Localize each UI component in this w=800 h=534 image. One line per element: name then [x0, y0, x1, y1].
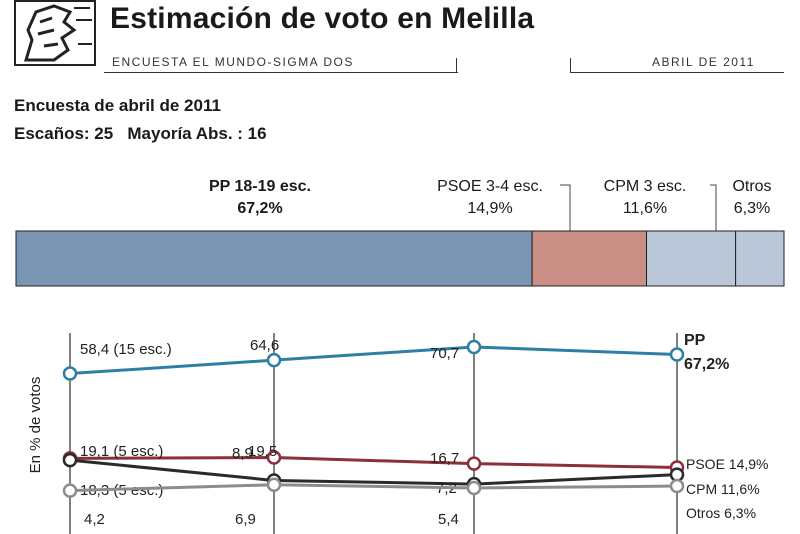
- bar-label-cpm-pct: 11,6%: [622, 200, 668, 217]
- bar-label-otros-seats: Otros: [732, 178, 772, 195]
- bar-label-otros-pct: 6,3%: [733, 200, 771, 217]
- data-label-otros: 5,4: [438, 511, 459, 528]
- data-point-otros: [466, 480, 482, 496]
- end-label-cpm: CPM 11,6%: [686, 481, 760, 497]
- bar-label-otros: Otros 6,3%: [722, 176, 782, 220]
- y-axis-label: En % de votos: [27, 377, 44, 474]
- series-line-pp: [69, 345, 678, 376]
- bar-segment-pp: [15, 230, 533, 287]
- bar-label-cpm: CPM 3 esc. 11,6%: [585, 176, 705, 220]
- bar-segment-psoe: [531, 230, 648, 287]
- data-label-otros: 6,9: [235, 511, 256, 528]
- psoe-leader: [560, 184, 571, 231]
- bar-label-pp-pct: 67,2%: [237, 200, 283, 217]
- bar-segment-otros: [735, 230, 785, 287]
- data-label-otros: 4,2: [84, 511, 105, 528]
- survey-source: ENCUESTA EL MUNDO-SIGMA DOS: [112, 55, 354, 69]
- data-label-psoe: 19,1 (5 esc.): [80, 443, 163, 460]
- data-point-pp: [62, 366, 78, 381]
- data-label-psoe: 16,7: [430, 450, 459, 467]
- data-label-psoe: 19,5: [248, 443, 277, 460]
- end-label-otros: Otros 6,3%: [686, 505, 756, 521]
- survey-date: ABRIL DE 2011: [652, 55, 755, 69]
- data-point-cpm: [62, 452, 78, 468]
- page-title: Estimación de voto en Melilla: [110, 2, 535, 35]
- data-point-otros: [266, 477, 282, 493]
- end-label-psoe: PSOE 14,9%: [686, 456, 769, 472]
- data-label-cpm: 8,9: [232, 445, 253, 462]
- end-label-pp: PP: [684, 332, 706, 349]
- series-line-psoe: [69, 456, 678, 469]
- data-point-pp: [466, 339, 482, 355]
- seats-info: Escaños: 25 Mayoría Abs. : 16: [14, 124, 267, 143]
- bar-label-pp: PP 18-19 esc. 67,2%: [170, 176, 350, 220]
- series-line-cpm: [69, 458, 678, 486]
- data-point-otros: [669, 478, 685, 494]
- source-rule: [104, 72, 458, 73]
- otros-leader: [710, 184, 717, 231]
- data-label-pp: 70,7: [430, 345, 459, 362]
- data-point-pp: [266, 352, 282, 368]
- data-point-otros: [62, 483, 78, 498]
- data-label-pp: 58,4 (15 esc.): [80, 341, 172, 358]
- survey-heading: Encuesta de abril de 2011: [14, 96, 221, 115]
- newspaper-logo-icon: [14, 0, 96, 66]
- source-rule-end: [456, 58, 457, 73]
- data-point-pp: [669, 347, 685, 362]
- bar-label-psoe: PSOE 3-4 esc. 14,9%: [420, 176, 560, 220]
- data-label-pp: 64,6: [250, 337, 279, 354]
- end-label-pp: 67,2%: [684, 356, 729, 373]
- bar-label-psoe-seats: PSOE 3-4 esc.: [437, 178, 543, 195]
- bar-segment-cpm: [646, 230, 737, 287]
- bar-label-psoe-pct: 14,9%: [467, 200, 513, 217]
- bar-label-cpm-seats: CPM 3 esc.: [603, 178, 687, 195]
- date-rule: [570, 72, 784, 73]
- series-line-otros: [69, 483, 678, 493]
- data-point-psoe: [466, 456, 482, 471]
- date-rule-start: [570, 58, 571, 73]
- bar-label-pp-seats: PP 18-19 esc.: [208, 178, 311, 195]
- data-point-psoe: [266, 450, 282, 465]
